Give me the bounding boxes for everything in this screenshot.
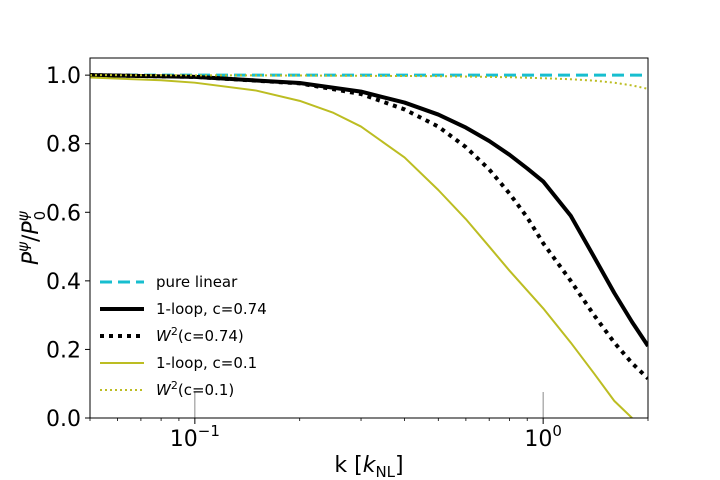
y-tick-label: 0.8 xyxy=(46,133,81,158)
x-tick-label: 10−1 xyxy=(170,422,220,452)
y-axis-label: Pψ/Pψ0 xyxy=(14,210,49,265)
legend-label: W2(c=0.1) xyxy=(156,379,234,399)
legend-label: W2(c=0.74) xyxy=(156,325,244,345)
y-axis-label-slash: / xyxy=(19,234,44,242)
y-tick-label: 0.6 xyxy=(46,201,81,226)
x-tick-label: 100 xyxy=(524,422,562,452)
y-tick-label: 0.0 xyxy=(46,407,81,432)
y-axis-label-base2: P xyxy=(19,221,44,235)
y-axis-label-sub2: 0 xyxy=(31,211,49,221)
y-axis-label-sup2: ψ xyxy=(14,210,32,221)
legend-label: pure linear xyxy=(156,273,238,291)
x-tick-exponent: 0 xyxy=(552,422,562,440)
plot-frame xyxy=(89,57,649,419)
y-tick-label: 1.0 xyxy=(46,64,81,89)
series-line-2 xyxy=(90,73,648,348)
x-tick-exponent: −1 xyxy=(198,422,220,440)
legend: pure linear 1-loop, c=0.74 W2(c=0.74) 1-loo… xyxy=(100,273,267,399)
x-axis-label-suffix: ] xyxy=(395,453,404,478)
series-line-4 xyxy=(90,76,633,418)
x-tick-base: 10 xyxy=(170,427,198,452)
x-axis-label: k [kNL] xyxy=(334,453,403,480)
x-axis-label-symbol: k xyxy=(363,453,377,478)
x-axis-label-subscript: NL xyxy=(375,463,395,480)
x-axis-label-prefix: k [ xyxy=(334,453,362,478)
y-axis-label-base1: P xyxy=(19,251,44,265)
y-axis-label-sup1: ψ xyxy=(14,241,32,252)
legend-label: 1-loop, c=0.74 xyxy=(156,300,267,318)
y-tick-label: 0.4 xyxy=(46,270,81,295)
legend-label: 1-loop, c=0.1 xyxy=(156,354,257,372)
y-tick-label: 0.2 xyxy=(46,338,81,363)
x-tick-base: 10 xyxy=(524,427,552,452)
series-line-5 xyxy=(90,74,648,90)
